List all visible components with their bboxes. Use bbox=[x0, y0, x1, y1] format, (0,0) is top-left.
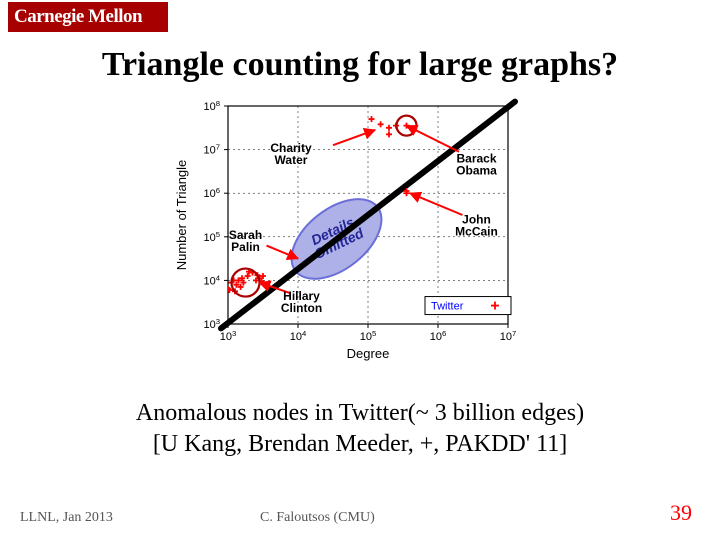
cmu-logo: Carnegie Mellon bbox=[8, 2, 168, 32]
svg-text:JohnMcCain: JohnMcCain bbox=[455, 213, 498, 239]
svg-text:104: 104 bbox=[290, 329, 307, 344]
svg-text:106: 106 bbox=[430, 329, 447, 344]
svg-text:104: 104 bbox=[203, 273, 220, 288]
svg-text:Number of Triangle: Number of Triangle bbox=[174, 160, 189, 271]
svg-text:105: 105 bbox=[203, 229, 220, 244]
svg-text:108: 108 bbox=[203, 99, 220, 114]
svg-text:106: 106 bbox=[203, 186, 220, 201]
svg-text:Twitter: Twitter bbox=[431, 301, 464, 313]
chart-container: 103104105106107103104105106107108DegreeN… bbox=[170, 96, 550, 366]
slide-root: Carnegie Mellon Triangle counting for la… bbox=[0, 0, 720, 540]
svg-text:BarackObama: BarackObama bbox=[456, 152, 497, 178]
svg-text:SarahPalin: SarahPalin bbox=[229, 228, 262, 254]
svg-text:105: 105 bbox=[360, 329, 377, 344]
footer-mid: C. Faloutsos (CMU) bbox=[260, 510, 375, 526]
svg-text:107: 107 bbox=[203, 142, 220, 157]
svg-text:HillaryClinton: HillaryClinton bbox=[281, 289, 322, 315]
svg-text:Degree: Degree bbox=[347, 346, 390, 361]
svg-text:CharityWater: CharityWater bbox=[270, 141, 312, 167]
caption-line-1: Anomalous nodes in Twitter(~ 3 billion e… bbox=[136, 400, 584, 426]
svg-text:103: 103 bbox=[203, 317, 220, 332]
scatter-chart: 103104105106107103104105106107108DegreeN… bbox=[170, 96, 550, 366]
svg-text:107: 107 bbox=[500, 329, 517, 344]
caption: Anomalous nodes in Twitter(~ 3 billion e… bbox=[0, 398, 720, 460]
footer-left: LLNL, Jan 2013 bbox=[20, 510, 113, 526]
footer-page: 39 bbox=[670, 500, 692, 526]
slide-title: Triangle counting for large graphs? bbox=[0, 46, 720, 84]
caption-line-2: [U Kang, Brendan Meeder, +, PAKDD' 11] bbox=[153, 431, 567, 457]
